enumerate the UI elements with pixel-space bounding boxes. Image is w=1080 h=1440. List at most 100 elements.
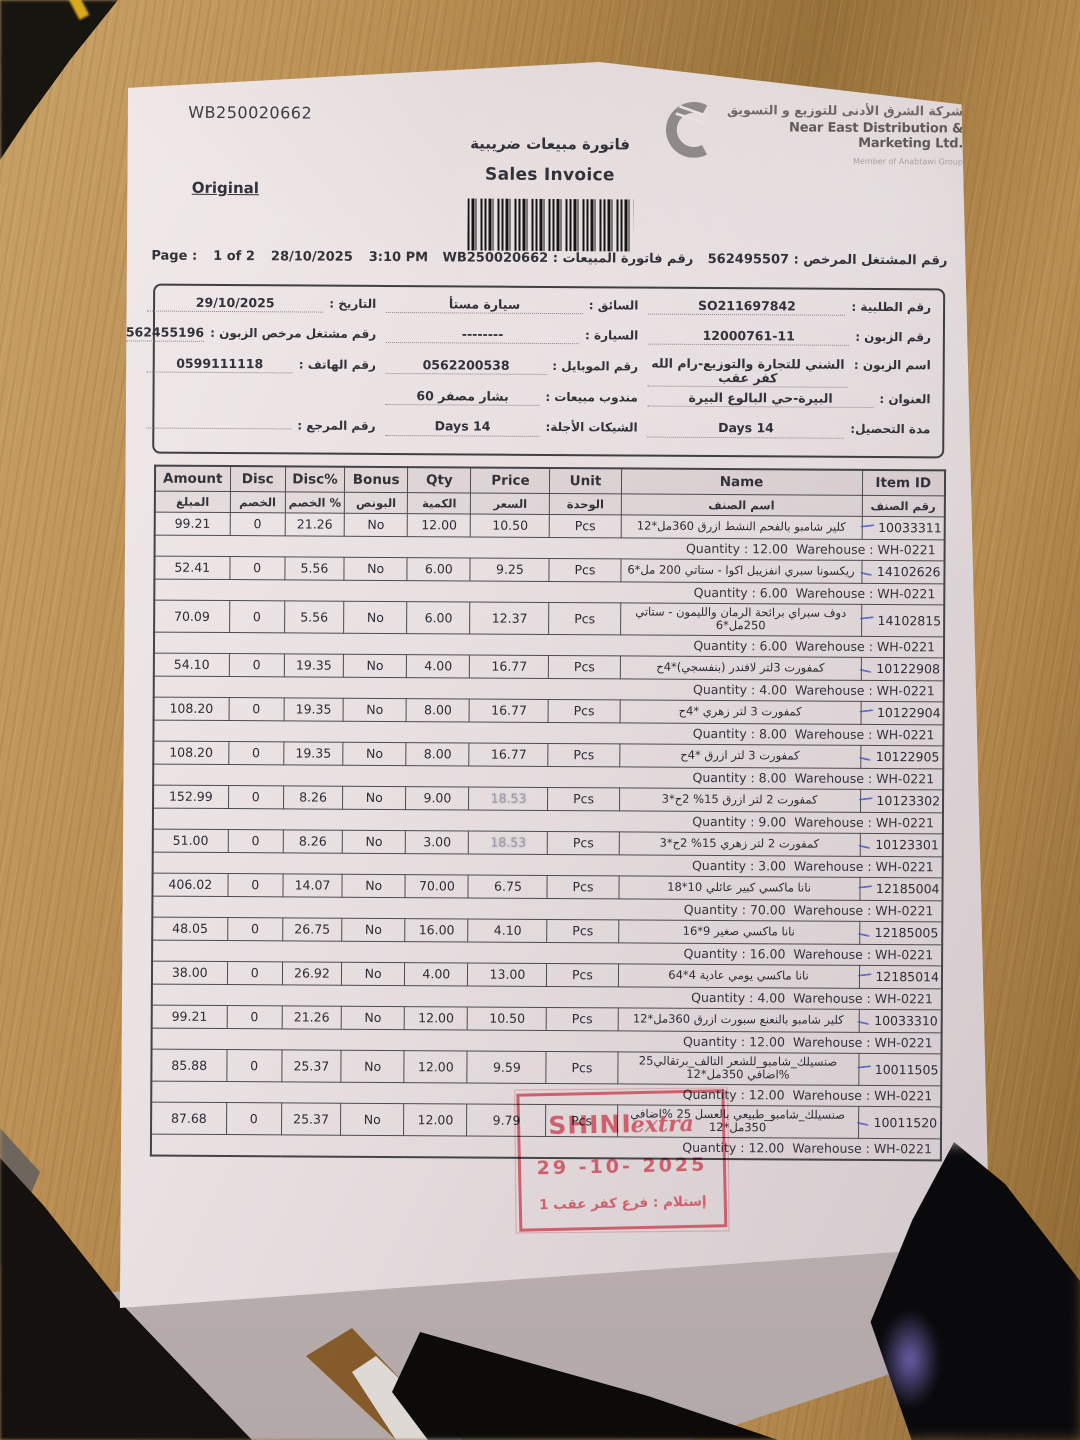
cell-price: 18.53 <box>468 830 548 855</box>
cell-amount: 99.21 <box>151 1004 227 1029</box>
cell-qty: 16.00 <box>404 918 469 942</box>
info-row: مدة التحصيل: 14 Days الشيكات الأجلة: 14 Day… <box>146 415 931 449</box>
page-label: Page : <box>151 248 198 264</box>
info-label: اسم الزبون : <box>853 357 931 372</box>
info-label: رقم الزبون : <box>855 329 931 345</box>
info-value: 14 Days <box>647 420 845 439</box>
cell-item-name: صنسيلك_شامبو_للشعر التالف_برتقالي25 %اضا… <box>617 1051 859 1086</box>
cell-discpct: 19.35 <box>283 741 344 765</box>
column-header: اسم الصنف <box>620 493 862 516</box>
column-header: الخصم <box>229 491 286 513</box>
print-date: 28/10/2025 <box>270 249 353 265</box>
invoice-number-field: رقم فاتورة المبيعات : WB250020662 <box>442 250 693 267</box>
column-header: Amount <box>154 465 231 492</box>
item-id-value: 10122908 <box>876 661 940 677</box>
cell-price: 16.77 <box>469 742 549 767</box>
cell-disc: 0 <box>227 873 283 897</box>
cell-unit: Pcs <box>546 1051 618 1084</box>
cell-disc: 0 <box>227 917 283 941</box>
item-id-value: 14102815 <box>877 612 942 628</box>
info-field: رقم الزبون : 12000761-11 <box>648 328 931 355</box>
stamp-brand: SHINI extra <box>548 1108 694 1140</box>
column-header: Disc <box>229 466 286 492</box>
info-field: رقم الموبايل : 0562200538 <box>385 357 639 384</box>
cell-unit: Pcs <box>547 787 620 811</box>
stamp-brand-main: SHINI <box>547 1109 633 1140</box>
cell-qty: 12.00 <box>404 1050 468 1083</box>
items-table-wrap: Amount Disc Disc% Bonus Qty Price Unit Name Item… <box>149 464 947 1162</box>
cell-item-id: 10033311 <box>859 515 945 540</box>
cell-item-id: 10122908 <box>859 657 944 681</box>
cell-unit: Pcs <box>548 699 620 723</box>
cell-unit: Pcs <box>547 919 619 943</box>
info-field: رقم الهاتف : 0599111118 <box>146 356 376 382</box>
info-row: العنوان : البيرة-حي البالوع البيرة مندوب م… <box>166 385 931 419</box>
cell-item-id: 10011505 <box>856 1053 942 1086</box>
info-value: البيرة-حي البالوع البيرة <box>647 390 874 409</box>
info-field: رقم الطلبية : SO211697842 <box>648 298 931 324</box>
stamp-received-line: إستلام : فرع كفر عقب 1 <box>538 1193 707 1214</box>
info-label: العنوان : <box>879 392 931 407</box>
cell-qty: 6.00 <box>406 601 471 634</box>
cell-qty: 4.00 <box>406 654 470 678</box>
item-id-value: 12185004 <box>875 881 940 897</box>
info-value: 0599111118 <box>146 356 293 374</box>
cell-price: 10.50 <box>470 513 550 537</box>
pen-mark-icon <box>857 884 872 889</box>
info-value: -------- <box>386 326 580 345</box>
cell-disc: 0 <box>229 512 286 536</box>
licensed-dealer-value: 562495507 <box>707 251 790 268</box>
info-value: 14 Days <box>385 419 540 437</box>
cell-item-name: دوف سبراي برائحة الرمان والليمون - ستاتي… <box>620 602 862 637</box>
cell-item-name: كمفورت 3 لتر ازرق *4ح <box>619 743 861 769</box>
column-header: % الخصم <box>285 491 345 513</box>
cell-price: 18.53 <box>468 786 549 811</box>
pen-mark-icon <box>858 708 873 713</box>
cell-amount: 48.05 <box>152 916 228 941</box>
cell-bonus: No <box>342 829 406 854</box>
column-header: الكمية <box>407 492 471 514</box>
info-label: مدة التحصيل: <box>850 422 931 437</box>
pen-purple-glint <box>880 1310 940 1408</box>
column-header: Unit <box>549 467 622 494</box>
table-row: 70.09 0 5.56 No 6.00 12.37 Pcs دوف سبراي برائحة… <box>154 599 945 637</box>
cell-unit: Pcs <box>547 875 619 899</box>
info-label: رقم الموبايل : <box>552 359 639 374</box>
company-name-arabic: شركة الشرق الأدنى للتوزيع و التسويق <box>727 102 964 119</box>
company-logo-icon <box>665 101 708 158</box>
cell-unit: Pcs <box>546 1007 618 1031</box>
cell-disc: 0 <box>228 785 284 809</box>
info-field: السيارة : -------- <box>386 326 638 353</box>
info-row: رقم الزبون : 12000761-11 السيارة : --------… <box>125 323 931 357</box>
cell-item-name: كلير شامبو بالفحم النشط ازرق 360مل*12 <box>620 514 862 539</box>
cell-price: 12.37 <box>470 601 550 635</box>
pen-mark-icon <box>856 1065 871 1069</box>
column-header: Qty <box>407 467 472 493</box>
cell-bonus: No <box>342 873 406 898</box>
cell-disc: 0 <box>226 961 283 985</box>
cell-qty: 70.00 <box>405 874 469 898</box>
item-id-value: 10123302 <box>876 793 941 809</box>
cell-qty: 8.00 <box>406 698 470 722</box>
cell-amount: 152.99 <box>153 784 229 809</box>
info-field: رقم المرجع : <box>146 418 376 443</box>
cell-item-name: كمفورت 3 لتر زهري *4ح <box>619 699 861 725</box>
cell-discpct: 5.56 <box>284 556 345 580</box>
cell-item-id: 14102626 <box>860 559 945 584</box>
cell-discpct: 25.37 <box>281 1049 342 1082</box>
item-id-value: 10122904 <box>876 705 941 721</box>
column-header: Item ID <box>861 469 946 496</box>
cell-discpct: 8.26 <box>283 785 343 809</box>
company-name-english: Near East Distribution & Marketing Ltd. <box>789 120 964 152</box>
cell-bonus: No <box>343 697 407 722</box>
column-header: السعر <box>470 492 550 514</box>
cell-amount: 70.09 <box>154 599 230 633</box>
item-id-value: 12185014 <box>875 969 940 985</box>
cell-item-name: كمفورت 3لتر لافندر (بنفسجي)*4ح <box>619 655 861 681</box>
cell-discpct: 5.56 <box>284 600 344 633</box>
cell-discpct: 14.07 <box>282 873 343 897</box>
cell-price: 16.77 <box>469 654 549 679</box>
invoice-number-value: WB250020662 <box>442 250 549 266</box>
cell-unit: Pcs <box>546 963 619 987</box>
info-value <box>146 426 292 430</box>
